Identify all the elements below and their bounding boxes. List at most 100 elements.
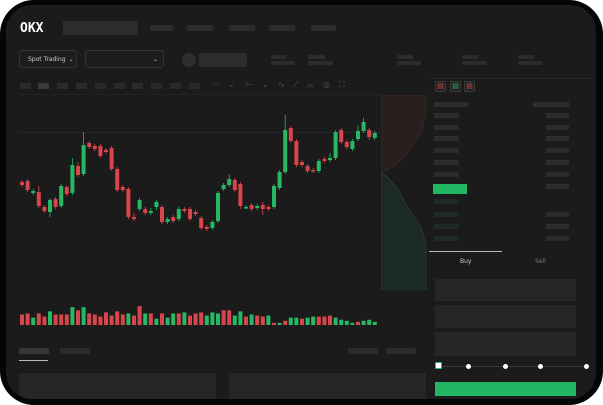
timeframe-button[interactable] <box>132 83 143 89</box>
ask-amount <box>546 125 569 130</box>
volume-bar <box>165 317 170 325</box>
price-input[interactable] <box>435 279 576 301</box>
chevron-down-icon[interactable]: ⌄ <box>262 80 269 89</box>
slider-stop-25[interactable] <box>466 364 471 369</box>
candle-body <box>322 159 327 161</box>
tab-order-history[interactable] <box>60 348 90 354</box>
market-type-dropdown[interactable]: Spot Trading ⌄ <box>19 50 77 68</box>
tab-sell[interactable]: Sell <box>535 258 546 265</box>
candle-body <box>182 209 187 211</box>
amount-slider-track[interactable] <box>438 366 586 367</box>
volume-bar <box>221 310 226 325</box>
volume-bar <box>199 312 204 325</box>
volume-bar <box>20 314 24 325</box>
bid-price <box>434 236 459 241</box>
candle-body <box>316 161 321 171</box>
candle-body <box>148 211 153 213</box>
chevron-down-icon[interactable]: ⌄ <box>228 80 235 89</box>
stat-value <box>308 61 333 65</box>
orderbook-header-price <box>434 102 468 107</box>
slider-stop-100[interactable] <box>584 364 589 369</box>
tab-open-orders[interactable] <box>19 348 49 354</box>
pair-price-placeholder <box>199 53 247 67</box>
timeframe-button[interactable] <box>20 83 31 89</box>
volume-bar <box>176 313 181 325</box>
volume-bar <box>64 314 69 325</box>
ruler-icon[interactable]: ⟋ <box>293 80 299 89</box>
candle-body <box>266 207 271 209</box>
mid-price-highlight <box>433 184 467 194</box>
candle-body <box>288 128 293 141</box>
timeframe-button[interactable] <box>189 83 200 89</box>
ask-price <box>434 125 459 130</box>
pair-dropdown[interactable]: ⌄ <box>85 50 164 68</box>
buy-submit-button[interactable] <box>435 382 576 396</box>
orders-panel-right <box>229 373 426 399</box>
candle-body <box>221 185 226 189</box>
volume-bar <box>238 311 243 325</box>
nav-item[interactable] <box>150 25 173 31</box>
stat-value <box>518 61 542 65</box>
active-tab-indicator <box>19 360 48 361</box>
candle-body <box>255 206 260 208</box>
stat-value <box>397 61 421 65</box>
ask-amount <box>546 136 569 141</box>
volume-bar <box>277 322 282 325</box>
slider-stop-75[interactable] <box>538 364 543 369</box>
candle-body <box>216 193 220 221</box>
indicator-icon[interactable]: ⋯ <box>212 80 220 89</box>
volume-bar <box>76 310 80 325</box>
search-placeholder[interactable] <box>63 21 138 35</box>
candle-body <box>350 141 355 149</box>
candle-body <box>171 217 176 221</box>
settings-icon[interactable]: ◎ <box>323 80 330 89</box>
nav-item[interactable] <box>311 25 336 31</box>
slider-stop-50[interactable] <box>503 364 508 369</box>
okx-logo[interactable]: OKX <box>20 21 44 36</box>
ask-amount <box>546 160 569 165</box>
filter-button[interactable] <box>348 348 378 354</box>
timeframe-button[interactable] <box>170 83 181 89</box>
orderbook-asks-icon[interactable]: ▤ <box>464 81 475 92</box>
volume-bar <box>87 313 92 325</box>
candlestick-chart[interactable] <box>6 5 596 399</box>
candle-body <box>165 219 170 222</box>
timeframe-button[interactable] <box>114 83 125 89</box>
candle-body <box>70 165 75 193</box>
orderbook-bids-icon[interactable]: ▤ <box>450 81 461 92</box>
timeframe-button[interactable] <box>57 83 68 89</box>
candle-body <box>328 158 332 160</box>
line-tool-icon[interactable]: ∿ <box>278 80 285 89</box>
timeframe-button[interactable] <box>38 83 49 89</box>
candle-body <box>305 166 310 171</box>
volume-bar <box>137 306 142 325</box>
candle-body <box>25 181 30 190</box>
magnet-icon[interactable]: ⌓ <box>307 80 314 89</box>
orders-panel-left <box>19 373 216 399</box>
candle-body <box>227 179 232 185</box>
nav-item[interactable] <box>187 25 213 31</box>
volume-bar <box>31 317 36 325</box>
total-input[interactable] <box>435 332 576 356</box>
draw-tool-icon[interactable]: ⊢ <box>246 80 253 89</box>
candle-body <box>260 205 265 209</box>
amount-input[interactable] <box>435 305 576 328</box>
nav-item[interactable] <box>269 25 295 31</box>
timeframe-button[interactable] <box>95 83 106 89</box>
fullscreen-icon[interactable]: ⛶ <box>339 80 345 89</box>
volume-bar <box>350 322 355 325</box>
volume-bar <box>126 313 131 325</box>
candle-body <box>294 141 299 165</box>
timeframe-button[interactable] <box>151 83 162 89</box>
volume-bar <box>115 311 120 325</box>
filter-button[interactable] <box>386 348 416 354</box>
candle-body <box>132 217 136 219</box>
orderbook-both-icon[interactable]: ▤ <box>435 81 446 92</box>
tab-buy[interactable]: Buy <box>460 258 472 265</box>
candle-body <box>126 189 131 217</box>
nav-item[interactable] <box>229 25 255 31</box>
volume-bar <box>356 321 360 325</box>
timeframe-button[interactable] <box>76 83 87 89</box>
volume-bar <box>328 315 332 325</box>
slider-handle[interactable] <box>435 362 442 369</box>
